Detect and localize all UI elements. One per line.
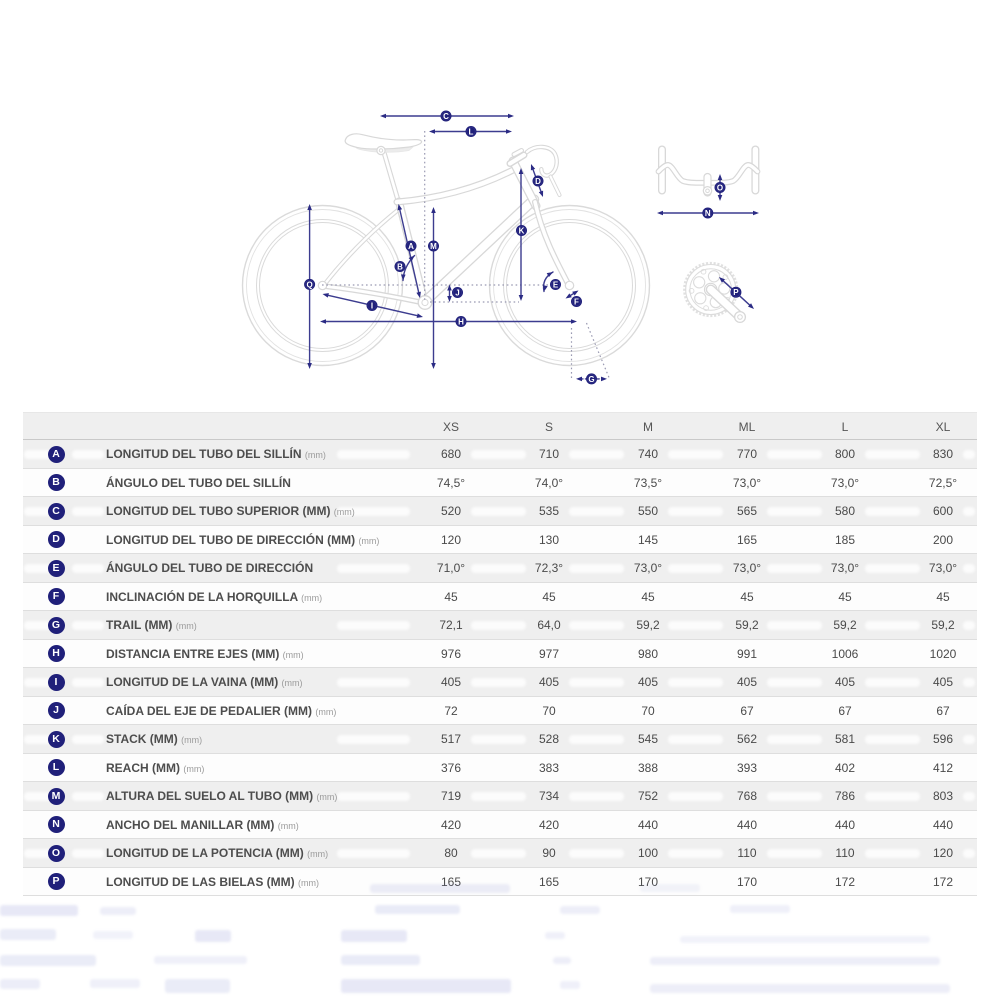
svg-text:A: A (408, 242, 414, 251)
svg-text:H: H (458, 317, 464, 326)
svg-text:M: M (430, 242, 437, 251)
svg-text:Q: Q (306, 280, 312, 289)
svg-text:F: F (574, 297, 579, 306)
svg-text:K: K (519, 226, 525, 235)
svg-text:E: E (553, 280, 559, 289)
svg-text:J: J (455, 288, 459, 297)
svg-text:D: D (535, 177, 541, 186)
svg-text:N: N (705, 209, 711, 218)
svg-text:L: L (469, 127, 474, 136)
svg-text:B: B (397, 262, 403, 271)
svg-text:C: C (443, 112, 449, 121)
svg-text:I: I (371, 301, 373, 310)
svg-text:P: P (733, 288, 739, 297)
svg-text:G: G (588, 375, 594, 384)
svg-text:O: O (717, 183, 723, 192)
